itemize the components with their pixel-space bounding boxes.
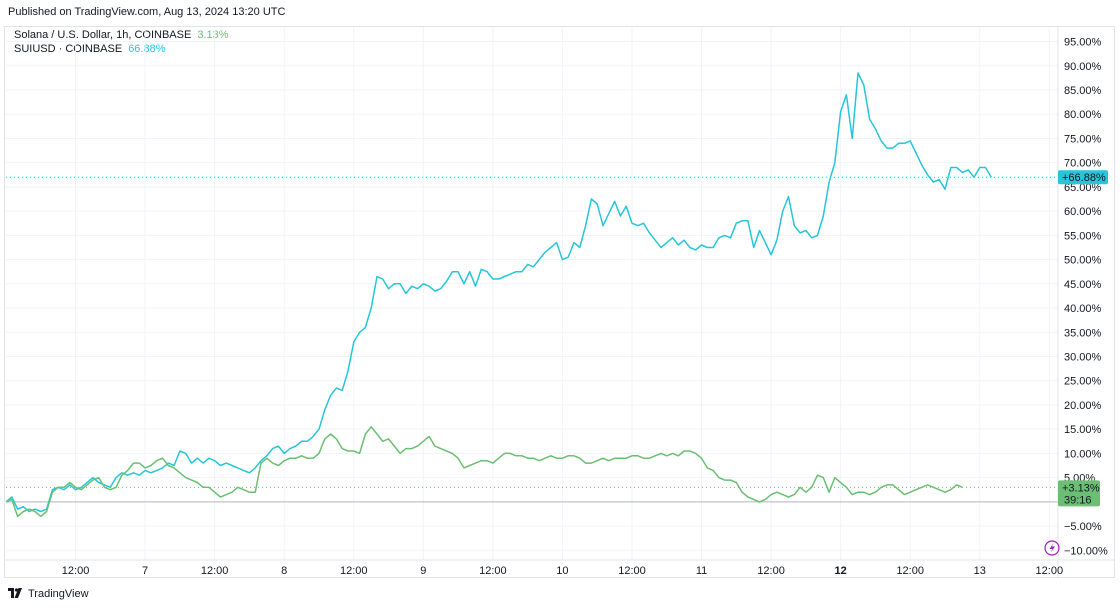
grid-lines (4, 27, 1115, 578)
x-tick-label: 12 (835, 565, 847, 577)
x-tick-label: 12:00 (201, 565, 229, 577)
y-tick-label: 80.00% (1064, 109, 1102, 121)
x-tick-label: 12:00 (896, 565, 924, 577)
x-tick-label: 12:00 (340, 565, 368, 577)
footer-brand[interactable]: TradingView (8, 587, 89, 601)
series-line-1[interactable] (5, 426, 963, 518)
legend: Solana / U.S. Dollar, 1h, COINBASE 3.13% … (14, 28, 229, 56)
y-tick-label: 95.00% (1064, 37, 1102, 49)
x-tick-label: 12:00 (62, 565, 90, 577)
footer-brand-text: TradingView (28, 588, 89, 600)
y-tick-label: 55.00% (1064, 230, 1102, 242)
y-tick-label: 15.00% (1064, 424, 1102, 436)
sui-price-label-bg (1058, 170, 1108, 185)
y-tick-label: 10.00% (1064, 448, 1102, 460)
price-labels: +66.88% +3.13%39:16 (1058, 170, 1108, 507)
y-tick-label: −5.00% (1064, 521, 1102, 533)
sol-price-label-bg (1058, 480, 1100, 507)
published-header: Published on TradingView.com, Aug 13, 20… (8, 6, 286, 18)
legend-item-sui[interactable]: SUIUSD · COINBASE 66.88% (14, 42, 229, 56)
y-tick-label: 40.00% (1064, 303, 1102, 315)
y-tick-label: 20.00% (1064, 400, 1102, 412)
sol-countdown-label: 39:16 (1064, 494, 1092, 506)
y-tick-label: 30.00% (1064, 351, 1102, 363)
y-tick-label: −10.00% (1064, 545, 1108, 557)
y-tick-label: 60.00% (1064, 206, 1102, 218)
sui-price-label: +66.88% (1062, 172, 1106, 184)
y-tick-label: 35.00% (1064, 327, 1102, 339)
legend-name-sol: Solana / U.S. Dollar, 1h, COINBASE (14, 29, 192, 41)
x-tick-label: 11 (696, 565, 707, 577)
y-axis[interactable]: 95.00% 90.00% 85.00% 80.00% 75.00% 70.00% 65.0… (1064, 37, 1108, 558)
x-tick-label: 12:00 (479, 565, 507, 577)
sol-price-label: +3.13% (1062, 482, 1100, 494)
y-tick-label: 90.00% (1064, 61, 1102, 73)
y-tick-label: 50.00% (1064, 255, 1102, 267)
y-tick-label: 25.00% (1064, 376, 1102, 388)
x-tick-label: 8 (281, 565, 287, 577)
x-tick-label: 12:00 (757, 565, 785, 577)
series-lines (5, 72, 1058, 518)
legend-item-sol[interactable]: Solana / U.S. Dollar, 1h, COINBASE 3.13% (14, 28, 229, 42)
legend-name-sui: SUIUSD · COINBASE (14, 43, 123, 55)
x-axis[interactable]: 12:00 7 12:00 8 12:00 9 12:00 10 12:00 11 12:00 12 1… (62, 565, 1063, 577)
x-tick-label: 7 (142, 565, 148, 577)
y-tick-label: 45.00% (1064, 279, 1102, 291)
y-tick-label: 65.00% (1064, 182, 1102, 194)
legend-change-sui: 66.88% (128, 43, 166, 55)
x-tick-label: 10 (556, 565, 568, 577)
tradingview-logo-icon (8, 587, 24, 601)
x-tick-label: 12:00 (1036, 565, 1064, 577)
y-tick-label: 75.00% (1064, 133, 1102, 145)
x-tick-label: 9 (420, 565, 426, 577)
lightning-icon[interactable] (1044, 540, 1060, 556)
series-line-0[interactable] (5, 72, 992, 513)
chart-frame (4, 26, 1115, 578)
y-tick-label: 85.00% (1064, 85, 1102, 97)
x-tick-label: 13 (974, 565, 986, 577)
y-tick-label: 70.00% (1064, 158, 1102, 170)
legend-change-sol: 3.13% (197, 29, 229, 41)
x-tick-label: 12:00 (618, 565, 646, 577)
